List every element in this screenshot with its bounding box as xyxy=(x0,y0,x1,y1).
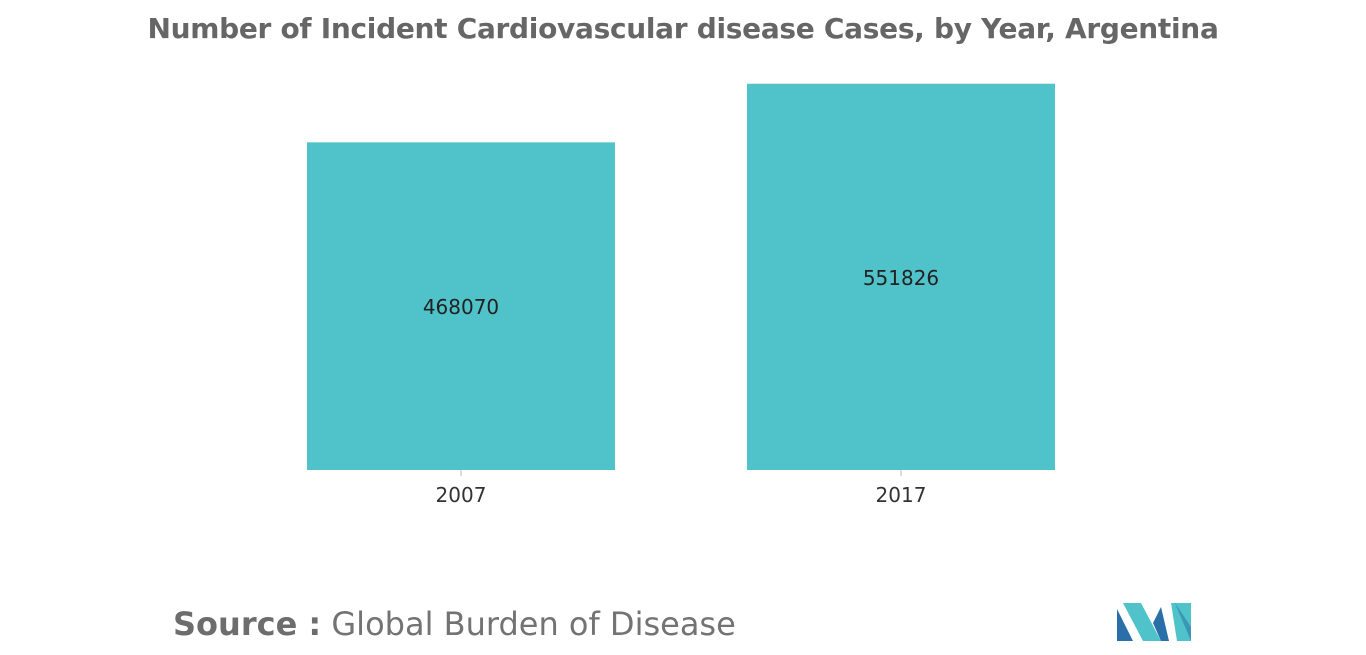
bar-2007 xyxy=(307,142,615,470)
source-text: Global Burden of Disease xyxy=(331,605,736,643)
x-tick-label-2007: 2007 xyxy=(436,483,487,507)
source-note: Source : Global Burden of Disease xyxy=(173,605,736,643)
x-tick-label-2017: 2017 xyxy=(876,483,927,507)
value-labels-group: 468070 551826 xyxy=(423,266,939,319)
value-label-2017: 551826 xyxy=(863,266,939,290)
x-axis: 2007 2017 xyxy=(436,470,927,507)
bar-2017 xyxy=(747,83,1055,470)
chart-title: Number of Incident Cardiovascular diseas… xyxy=(147,12,1219,45)
mordor-logo-icon xyxy=(1117,603,1191,641)
source-label: Source : xyxy=(173,605,322,643)
value-label-2007: 468070 xyxy=(423,295,499,319)
bars-group xyxy=(307,83,1055,470)
